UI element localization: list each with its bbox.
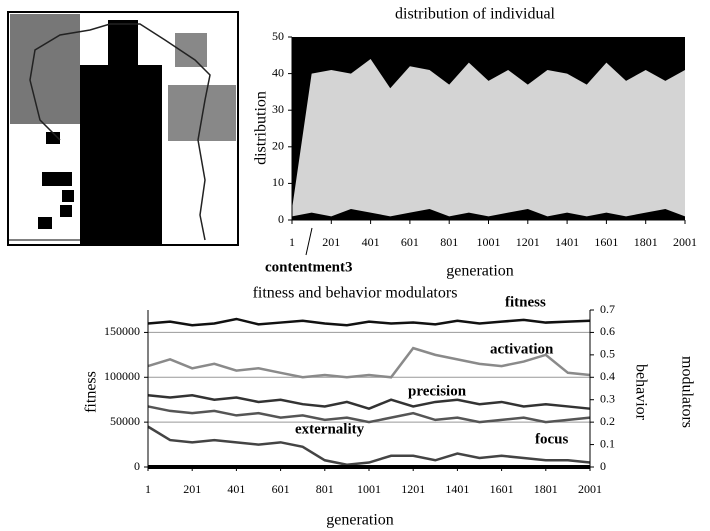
line	[147, 346, 591, 379]
x-tick-label: 1201	[516, 235, 540, 249]
y-tick-label: 20	[272, 139, 284, 153]
y-tick-label: 50	[272, 29, 284, 43]
y2-tick-label: 0.4	[600, 369, 615, 383]
x-tick-label: 1601	[490, 482, 514, 496]
y-axis-label: distribution	[253, 91, 270, 165]
x-tick-label: 801	[316, 482, 334, 496]
area	[292, 209, 685, 220]
x-axis-label: generation	[326, 512, 394, 529]
y-axis-label: fitness	[83, 371, 100, 413]
y2-tick-label: 0.1	[600, 436, 615, 450]
x-tick-label: 601	[272, 482, 290, 496]
y2-tick-label: 0.5	[600, 347, 615, 361]
y2-axis-label: modulators	[678, 356, 695, 428]
y-tick-label: 40	[272, 65, 284, 79]
x-tick-label: 401	[227, 482, 245, 496]
x-tick-label: 201	[183, 482, 201, 496]
x-tick-label: 2001	[673, 235, 697, 249]
annotation-line	[305, 227, 313, 256]
y2-tick-label: 0.2	[600, 414, 615, 428]
line	[147, 405, 591, 424]
y-tick-label: 0	[134, 459, 140, 473]
line	[147, 425, 591, 467]
series-label: focus	[535, 431, 568, 447]
y-tick-label: 0	[278, 212, 284, 226]
x-tick-label: 1001	[477, 235, 501, 249]
x-tick-label: 1001	[357, 482, 381, 496]
map-image	[7, 11, 239, 246]
area	[292, 58, 685, 217]
y2-tick-label: 0	[600, 459, 606, 473]
y-tick-label: 100000	[104, 369, 140, 383]
series-label: externality	[295, 421, 365, 437]
x-tick-label: 1401	[445, 482, 469, 496]
y-tick-label: 30	[272, 102, 284, 116]
x-tick-label: 601	[401, 235, 419, 249]
y-tick-label: 50000	[110, 414, 140, 428]
y2-axis-label: behavior	[632, 364, 649, 421]
line	[147, 317, 591, 327]
y2-tick-label: 0.3	[600, 391, 615, 405]
series-label: activation	[490, 341, 554, 357]
y-tick-label: 150000	[104, 324, 140, 338]
x-tick-label: 1801	[634, 235, 658, 249]
x-tick-label: 2001	[578, 482, 602, 496]
line	[147, 393, 591, 411]
x-tick-label: 801	[440, 235, 458, 249]
y2-tick-label: 0.6	[600, 324, 615, 338]
x-tick-label: 1401	[555, 235, 579, 249]
x-tick-label: 1201	[401, 482, 425, 496]
chart-title: fitness and behavior modulators	[253, 285, 458, 302]
series-label: contentment3	[265, 259, 352, 275]
x-tick-label: 1601	[594, 235, 618, 249]
series-label: precision	[408, 383, 467, 399]
x-tick-label: 1801	[534, 482, 558, 496]
x-tick-label: 1	[289, 235, 295, 249]
x-tick-label: 1	[145, 482, 151, 496]
x-tick-label: 401	[362, 235, 380, 249]
series-label: fitness	[505, 294, 546, 310]
y2-tick-label: 0.7	[600, 302, 615, 316]
y-tick-label: 10	[272, 175, 284, 189]
chart-title: distribution of individual	[395, 6, 556, 23]
x-tick-label: 201	[322, 235, 340, 249]
x-axis-label: generation	[446, 263, 514, 280]
